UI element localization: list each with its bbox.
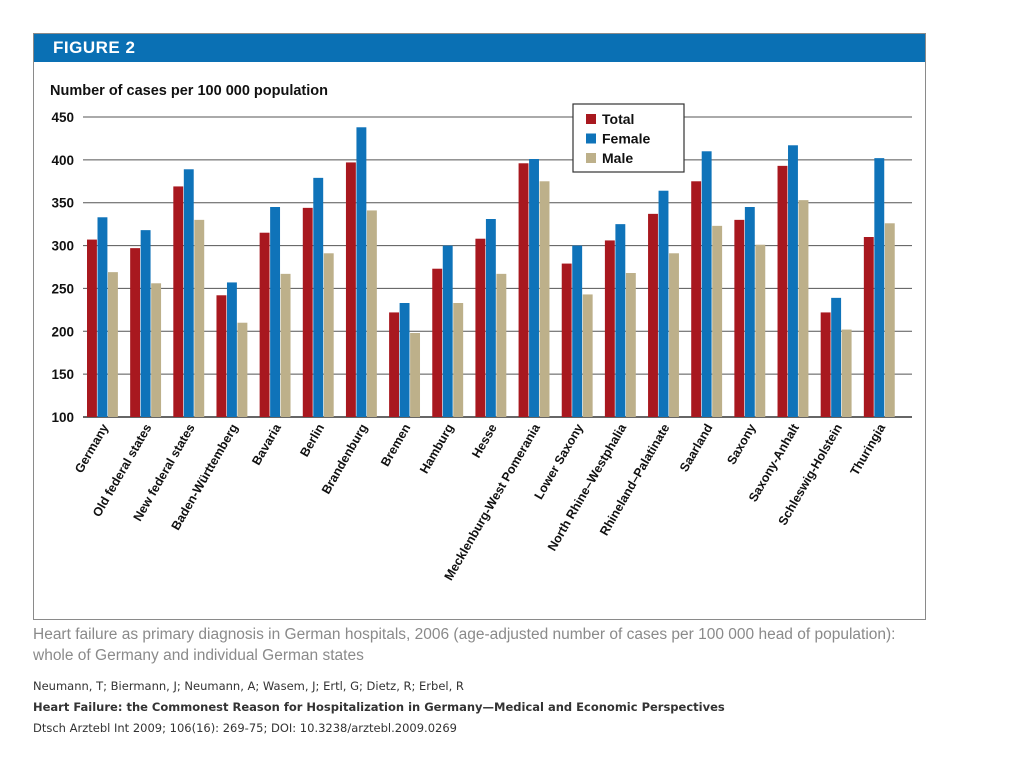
bar-total — [863, 237, 874, 417]
bar-total — [777, 165, 788, 417]
figure-caption: Heart failure as primary diagnosis in Ge… — [33, 626, 896, 664]
bar-male — [884, 223, 895, 417]
bar-total — [475, 238, 486, 417]
chart-area: Number of cases per 100 000 population 1… — [50, 83, 912, 583]
bar-male — [453, 303, 464, 417]
legend-label-male: Male — [602, 150, 633, 166]
bar-female — [356, 127, 367, 418]
bar-total — [734, 219, 745, 417]
bar-male — [151, 283, 162, 417]
y-tick-label: 450 — [51, 110, 74, 125]
bar-male — [755, 244, 766, 417]
bar-total — [302, 207, 313, 417]
bar-total — [259, 232, 270, 417]
bar-male — [798, 200, 809, 417]
bar-total — [820, 312, 831, 417]
citation-source: Dtsch Arztebl Int 2009; 106(16): 269-75;… — [33, 721, 457, 735]
bar-female — [788, 145, 798, 418]
legend-swatch-female — [586, 133, 596, 144]
x-tick-label: North Rhine–Westphalia — [545, 421, 630, 554]
bar-female — [399, 303, 410, 417]
x-tick-label: Saarland — [677, 422, 716, 475]
bar-total — [389, 312, 400, 417]
chart-title: Number of cases per 100 000 population — [50, 83, 328, 99]
bar-female — [442, 245, 453, 417]
y-tick-label: 100 — [51, 410, 74, 425]
x-tick-label: Saxony — [724, 421, 758, 467]
legend-swatch-total — [586, 114, 596, 124]
bar-male — [539, 181, 550, 417]
bar-female — [485, 219, 496, 417]
bar-male — [841, 329, 852, 417]
bar-female — [615, 224, 626, 417]
bar-total — [216, 295, 227, 417]
bar-male — [496, 273, 507, 417]
x-tick-label: Mecklenburg-West Pomerania — [442, 421, 544, 583]
bar-male — [712, 225, 723, 417]
y-tick-label: 300 — [51, 239, 74, 254]
bar-female — [313, 177, 324, 417]
bar-total — [648, 213, 658, 417]
x-tick-label: Bremen — [378, 422, 413, 469]
bar-total — [561, 263, 572, 417]
bar-total — [432, 268, 443, 417]
legend-swatch-male — [586, 153, 596, 163]
bar-total — [130, 248, 141, 417]
citation-title: Heart Failure: the Commonest Reason for … — [33, 700, 725, 714]
y-tick-label: 150 — [51, 367, 74, 382]
y-tick-label: 350 — [51, 196, 74, 211]
figure-header: FIGURE 2 — [34, 34, 925, 62]
bar-male — [323, 253, 334, 417]
bar-total — [87, 239, 97, 417]
x-tick-label: Hamburg — [417, 422, 457, 477]
legend-label-total: Total — [602, 111, 634, 127]
bar-male — [366, 210, 377, 417]
bar-male — [410, 333, 421, 417]
x-tick-label: Brandenburg — [319, 422, 370, 497]
bar-total — [604, 240, 615, 417]
legend-label-female: Female — [602, 131, 650, 147]
bar-total — [518, 163, 529, 417]
y-tick-label: 250 — [51, 281, 74, 296]
x-tick-label: Hesse — [469, 421, 500, 460]
bar-female — [529, 159, 539, 417]
legend: Total Female Male — [572, 103, 685, 173]
bar-total — [173, 186, 184, 417]
bar-female — [874, 158, 885, 417]
bar-female — [183, 169, 194, 417]
x-tick-label: Bavaria — [249, 421, 284, 468]
x-tick-label: Berlin — [297, 422, 327, 460]
bar-female — [572, 245, 583, 417]
citation-authors: Neumann, T; Biermann, J; Neumann, A; Was… — [33, 679, 464, 693]
x-tick-label: Thuringia — [848, 421, 889, 478]
bar-female — [226, 282, 237, 417]
bar-male — [237, 322, 248, 417]
x-tick-label: Germany — [72, 421, 111, 475]
y-tick-label: 200 — [51, 324, 74, 339]
bar-female — [831, 297, 842, 417]
bar-total — [691, 181, 702, 417]
bar-female — [270, 207, 281, 417]
bar-male — [194, 219, 205, 417]
bar-female — [744, 207, 755, 417]
bar-male — [108, 272, 118, 417]
bar-female — [97, 217, 108, 417]
bar-female — [658, 190, 669, 417]
y-tick-label: 400 — [51, 153, 74, 168]
bar-male — [280, 273, 291, 417]
bar-female — [701, 151, 712, 418]
bar-male — [582, 294, 593, 417]
bar-male — [625, 273, 636, 417]
bar-male — [669, 253, 679, 417]
bar-female — [140, 230, 151, 417]
bar-total — [345, 162, 356, 417]
